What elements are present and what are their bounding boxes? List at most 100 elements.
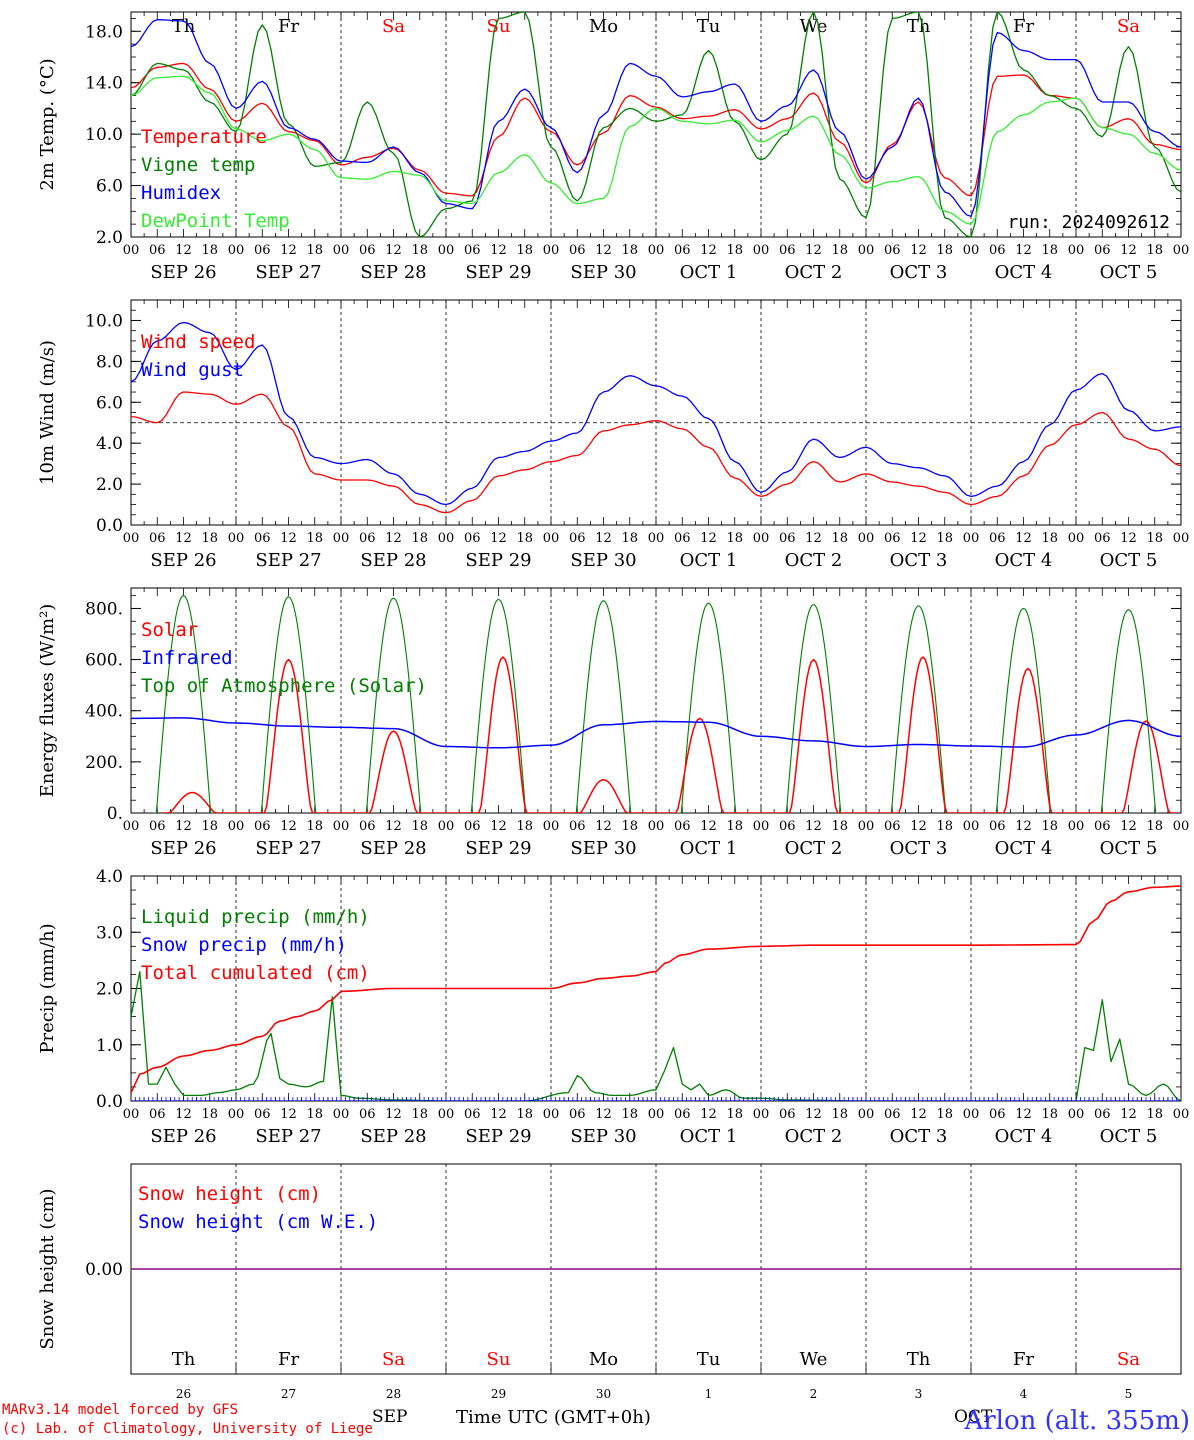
- x-hour-label: 18: [831, 819, 848, 834]
- x-hour-label: 06: [149, 243, 166, 258]
- y-tick-label: 600.: [85, 651, 123, 671]
- x-hour-label: 06: [464, 1107, 481, 1122]
- x-hour-label: 18: [936, 243, 953, 258]
- weekday-label: Su: [487, 16, 511, 37]
- x-hour-label: 06: [569, 1107, 586, 1122]
- x-hour-label: 06: [884, 243, 901, 258]
- x-hour-label: 00: [648, 819, 665, 834]
- weekday-label: Sa: [1117, 16, 1140, 37]
- legend-entry: Wind speed: [141, 331, 255, 353]
- x-date-label: OCT 1: [680, 262, 738, 283]
- x-hour-label: 00: [753, 1107, 770, 1122]
- x-hour-label: 12: [385, 1107, 402, 1122]
- x-hour-label: 18: [936, 531, 953, 546]
- y-tick-label: 1.0: [96, 1036, 123, 1056]
- x-hour-label: 06: [569, 819, 586, 834]
- x-axis-title: Time UTC (GMT+0h): [456, 1407, 651, 1428]
- x-hour-label: 00: [858, 531, 875, 546]
- x-date-label: SEP 30: [570, 262, 636, 283]
- x-hour-label: 12: [490, 243, 507, 258]
- x-hour-label: 06: [464, 531, 481, 546]
- x-hour-label: 06: [149, 531, 166, 546]
- x-date-label: SEP 26: [150, 262, 216, 283]
- y-axis-title: 10m Wind (m/s): [37, 340, 58, 485]
- x-hour-label: 00: [438, 531, 455, 546]
- x-hour-label: 12: [1120, 1107, 1137, 1122]
- y-tick-label: 6.0: [96, 177, 123, 197]
- x-hour-label: 12: [805, 243, 822, 258]
- x-hour-label: 18: [516, 819, 533, 834]
- x-hour-label: 06: [569, 531, 586, 546]
- x-hour-label: 12: [805, 531, 822, 546]
- x-hour-label: 06: [884, 1107, 901, 1122]
- series-line-wind-gust: [131, 321, 1181, 506]
- x-hour-label: 06: [884, 531, 901, 546]
- x-hour-label: 12: [700, 243, 717, 258]
- x-date-label: OCT 3: [890, 262, 948, 283]
- x-hour-label: 12: [175, 531, 192, 546]
- y-tick-label: 4.0: [96, 867, 123, 887]
- x-date-label: SEP 26: [150, 838, 216, 859]
- weekday-label: Th: [172, 16, 196, 37]
- x-hour-label: 06: [674, 819, 691, 834]
- x-hour-label: 00: [858, 1107, 875, 1122]
- x-date-label: SEP 29: [465, 262, 531, 283]
- x-hour-label: 00: [858, 243, 875, 258]
- x-date-label: SEP 30: [570, 1126, 636, 1147]
- x-date-label: SEP 29: [465, 1126, 531, 1147]
- y-tick-label: 2.0: [96, 475, 123, 495]
- x-hour-label: 18: [726, 531, 743, 546]
- x-hour-label: 06: [1094, 531, 1111, 546]
- plot-frame: [130, 299, 1182, 526]
- x-hour-label: 00: [438, 243, 455, 258]
- x-hour-label: 12: [490, 531, 507, 546]
- x-hour-label: 00: [228, 819, 245, 834]
- x-hour-label: 18: [411, 243, 428, 258]
- x-hour-label: 00: [123, 243, 140, 258]
- x-date-label: SEP 28: [360, 262, 426, 283]
- legend-entry: Snow height (cm W.E.): [138, 1211, 378, 1233]
- series-line-infrared: [131, 717, 1181, 749]
- legend-entry: Temperature: [141, 126, 267, 148]
- x-hour-label: 00: [438, 1107, 455, 1122]
- x-hour-label: 06: [359, 243, 376, 258]
- x-date-label: OCT 2: [785, 1126, 843, 1147]
- x-hour-label: 00: [333, 1107, 350, 1122]
- y-axis-title: Energy fluxes (W/m²): [37, 604, 58, 798]
- y-tick-label: 6.0: [96, 393, 123, 413]
- series-line-total-cumulated-cm-: [131, 885, 1181, 1093]
- x-hour-label: 00: [648, 1107, 665, 1122]
- x-hour-label: 18: [306, 243, 323, 258]
- legend-entry: Vigne temp: [141, 154, 255, 176]
- day-number-label: 29: [491, 1387, 506, 1401]
- y-tick-label: 0.0: [96, 1092, 123, 1112]
- x-hour-label: 18: [1041, 819, 1058, 834]
- x-hour-label: 00: [438, 819, 455, 834]
- x-hour-label: 12: [700, 531, 717, 546]
- weekday-label: Mo: [589, 16, 618, 37]
- series-line-temperature: [131, 62, 1181, 197]
- x-date-label: SEP 27: [255, 838, 321, 859]
- x-hour-label: 18: [1041, 243, 1058, 258]
- x-hour-label: 06: [254, 243, 271, 258]
- y-tick-label: 2.0: [96, 980, 123, 1000]
- x-hour-label: 12: [595, 1107, 612, 1122]
- x-hour-label: 18: [831, 531, 848, 546]
- y-tick-label: 4.0: [96, 434, 123, 454]
- x-hour-label: 12: [910, 1107, 927, 1122]
- x-hour-label: 06: [779, 531, 796, 546]
- panel-snow: 0.00 Snow height (cm) Th 26 Fr 27 Sa 28 Su 29 Mo 30…: [37, 1163, 1182, 1401]
- series-line-wind-speed: [131, 391, 1181, 514]
- x-date-label: SEP 28: [360, 1126, 426, 1147]
- x-hour-label: 18: [831, 1107, 848, 1122]
- x-date-label: SEP 27: [255, 550, 321, 571]
- x-hour-label: 00: [333, 243, 350, 258]
- y-axis-title: Snow height (cm): [37, 1188, 58, 1349]
- run-annotation: run: 2024092612: [1007, 212, 1170, 233]
- x-hour-label: 06: [149, 819, 166, 834]
- x-hour-label: 00: [1173, 1107, 1190, 1122]
- panel-energy: 0. 200. 400. 600. 800. Energy fluxes (W/m²) 00…: [37, 587, 1189, 859]
- x-hour-label: 00: [333, 819, 350, 834]
- plot-area: [131, 12, 1181, 237]
